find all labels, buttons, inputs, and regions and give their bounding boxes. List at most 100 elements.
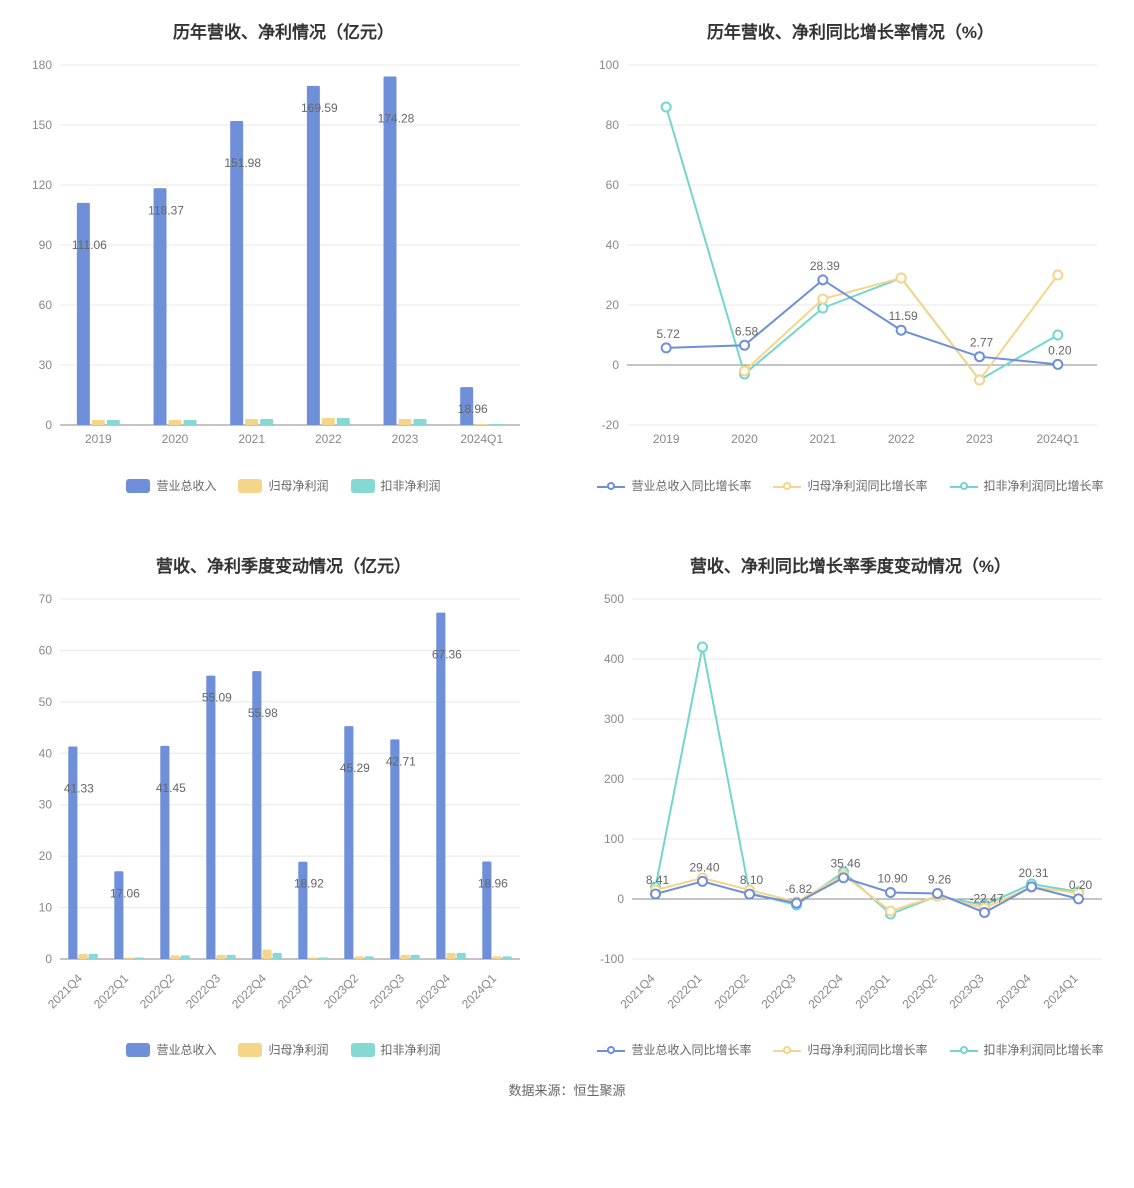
svg-text:169.59: 169.59 (301, 101, 338, 115)
svg-text:2019: 2019 (85, 432, 112, 446)
svg-text:40: 40 (606, 238, 620, 252)
svg-text:2022Q4: 2022Q4 (806, 971, 846, 1011)
svg-text:67.36: 67.36 (432, 648, 462, 662)
svg-text:0.20: 0.20 (1069, 878, 1093, 892)
svg-text:200: 200 (604, 772, 624, 786)
chart2-plot: -20020406080100201920202021202220232024Q… (577, 55, 1124, 465)
svg-text:8.41: 8.41 (646, 873, 670, 887)
svg-text:2023Q3: 2023Q3 (367, 971, 407, 1011)
legend-label: 营业总收入 (156, 1041, 216, 1058)
svg-text:2024Q1: 2024Q1 (1036, 432, 1079, 446)
legend-item: 扣非净利润同比增长率 (950, 1041, 1104, 1058)
svg-text:20.31: 20.31 (1018, 866, 1048, 880)
legend-swatch (351, 1043, 375, 1057)
svg-text:70: 70 (39, 592, 53, 606)
svg-text:2024Q1: 2024Q1 (1041, 971, 1081, 1011)
svg-text:2020: 2020 (731, 432, 758, 446)
svg-text:0.20: 0.20 (1048, 343, 1072, 357)
svg-text:2023Q2: 2023Q2 (900, 971, 940, 1011)
legend-swatch (597, 480, 625, 492)
legend-item: 扣非净利润 (351, 477, 441, 494)
data-source-footer: 数据来源：恒生聚源 (10, 1080, 1124, 1099)
svg-text:2021: 2021 (809, 432, 836, 446)
svg-text:17.06: 17.06 (110, 886, 140, 900)
legend-item: 归母净利润同比增长率 (773, 477, 927, 494)
svg-text:11.59: 11.59 (889, 309, 918, 323)
svg-text:400: 400 (604, 652, 624, 666)
svg-text:2022Q1: 2022Q1 (665, 971, 705, 1011)
legend-swatch (238, 1043, 262, 1057)
svg-text:2022Q2: 2022Q2 (137, 971, 177, 1011)
svg-text:2021Q4: 2021Q4 (45, 971, 85, 1011)
svg-text:60: 60 (39, 643, 53, 657)
panel-quarterly-revenue: 营收、净利季度变动情况（亿元） 0102030405060702021Q4202… (10, 544, 557, 1058)
chart3-plot: 0102030405060702021Q42022Q12022Q22022Q32… (10, 589, 557, 1029)
svg-text:2021: 2021 (238, 432, 265, 446)
legend-swatch (950, 1044, 978, 1056)
svg-text:2022Q3: 2022Q3 (183, 971, 223, 1011)
legend-label: 归母净利润 (268, 1041, 328, 1058)
svg-text:0: 0 (617, 892, 624, 906)
legend-label: 营业总收入 (156, 477, 216, 494)
svg-text:18.96: 18.96 (458, 402, 488, 416)
svg-text:20: 20 (606, 298, 620, 312)
legend-swatch (126, 479, 150, 493)
svg-text:0: 0 (45, 952, 52, 966)
svg-text:2019: 2019 (653, 432, 680, 446)
legend-label: 归母净利润 (268, 477, 328, 494)
legend-label: 扣非净利润 (381, 1041, 441, 1058)
svg-text:118.37: 118.37 (148, 203, 184, 217)
chart3-legend: 营业总收入 归母净利润 扣非净利润 (10, 1041, 557, 1058)
svg-text:111.06: 111.06 (72, 238, 107, 252)
svg-text:2024Q1: 2024Q1 (459, 971, 499, 1011)
svg-text:18.96: 18.96 (478, 876, 508, 890)
legend-item: 营业总收入 (126, 477, 216, 494)
svg-text:2024Q1: 2024Q1 (460, 432, 503, 446)
svg-text:55.09: 55.09 (202, 691, 232, 705)
panel-annual-growth: 历年营收、净利同比增长率情况（%） -200204060801002019202… (577, 10, 1124, 524)
chart4-plot: -10001002003004005002021Q42022Q12022Q220… (577, 589, 1124, 1029)
svg-text:60: 60 (39, 298, 53, 312)
svg-text:2023Q1: 2023Q1 (275, 971, 315, 1011)
legend-item: 归母净利润 (238, 477, 328, 494)
svg-text:20: 20 (39, 849, 53, 863)
svg-text:45.29: 45.29 (340, 761, 370, 775)
legend-item: 归母净利润同比增长率 (773, 1041, 927, 1058)
svg-text:100: 100 (604, 832, 624, 846)
legend-item: 归母净利润 (238, 1041, 328, 1058)
svg-text:50: 50 (39, 695, 53, 709)
svg-text:120: 120 (32, 178, 52, 192)
chart2-legend: 营业总收入同比增长率归母净利润同比增长率扣非净利润同比增长率 (577, 477, 1124, 494)
svg-text:2023Q3: 2023Q3 (947, 971, 987, 1011)
legend-swatch (773, 480, 801, 492)
svg-text:2022Q4: 2022Q4 (229, 971, 269, 1011)
svg-text:-100: -100 (600, 952, 624, 966)
legend-label: 归母净利润同比增长率 (807, 477, 927, 494)
panel-quarterly-growth: 营收、净利同比增长率季度变动情况（%） -1000100200300400500… (577, 544, 1124, 1058)
svg-text:5.72: 5.72 (656, 327, 680, 341)
chart4-title: 营收、净利同比增长率季度变动情况（%） (577, 552, 1124, 577)
legend-item: 扣非净利润 (351, 1041, 441, 1058)
svg-text:2022Q2: 2022Q2 (712, 971, 752, 1011)
svg-text:90: 90 (39, 238, 53, 252)
svg-text:2023: 2023 (966, 432, 993, 446)
svg-text:-20: -20 (602, 418, 620, 432)
legend-label: 扣非净利润同比增长率 (984, 1041, 1104, 1058)
legend-swatch (773, 1044, 801, 1056)
svg-text:30: 30 (39, 798, 53, 812)
svg-text:100: 100 (599, 58, 619, 72)
svg-text:2023: 2023 (392, 432, 419, 446)
chart1-title: 历年营收、净利情况（亿元） (10, 18, 557, 43)
legend-label: 扣非净利润 (381, 477, 441, 494)
svg-text:55.98: 55.98 (248, 706, 278, 720)
chart4-legend: 营业总收入同比增长率归母净利润同比增长率扣非净利润同比增长率 (577, 1041, 1124, 1058)
svg-text:2023Q4: 2023Q4 (994, 971, 1034, 1011)
svg-text:40: 40 (39, 746, 53, 760)
svg-text:151.98: 151.98 (224, 156, 261, 170)
svg-text:2022Q1: 2022Q1 (91, 971, 131, 1011)
legend-swatch (351, 479, 375, 493)
svg-text:-22.47: -22.47 (969, 891, 1003, 905)
svg-text:2022: 2022 (315, 432, 342, 446)
svg-text:150: 150 (32, 118, 52, 132)
svg-text:2022Q3: 2022Q3 (759, 971, 799, 1011)
